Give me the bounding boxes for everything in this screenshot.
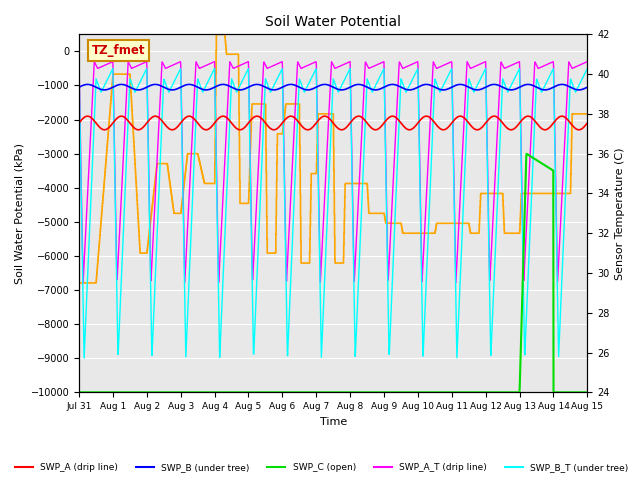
Text: TZ_fmet: TZ_fmet xyxy=(92,44,145,57)
Y-axis label: Sensor Temperature (C): Sensor Temperature (C) xyxy=(615,147,625,279)
Legend: SWP_A (drip line), SWP_B (under tree), SWP_C (open), SWP_A_T (drip line), SWP_B_: SWP_A (drip line), SWP_B (under tree), S… xyxy=(11,459,640,476)
X-axis label: Time: Time xyxy=(319,417,347,427)
Y-axis label: Soil Water Potential (kPa): Soil Water Potential (kPa) xyxy=(15,143,25,284)
Title: Soil Water Potential: Soil Water Potential xyxy=(265,15,401,29)
